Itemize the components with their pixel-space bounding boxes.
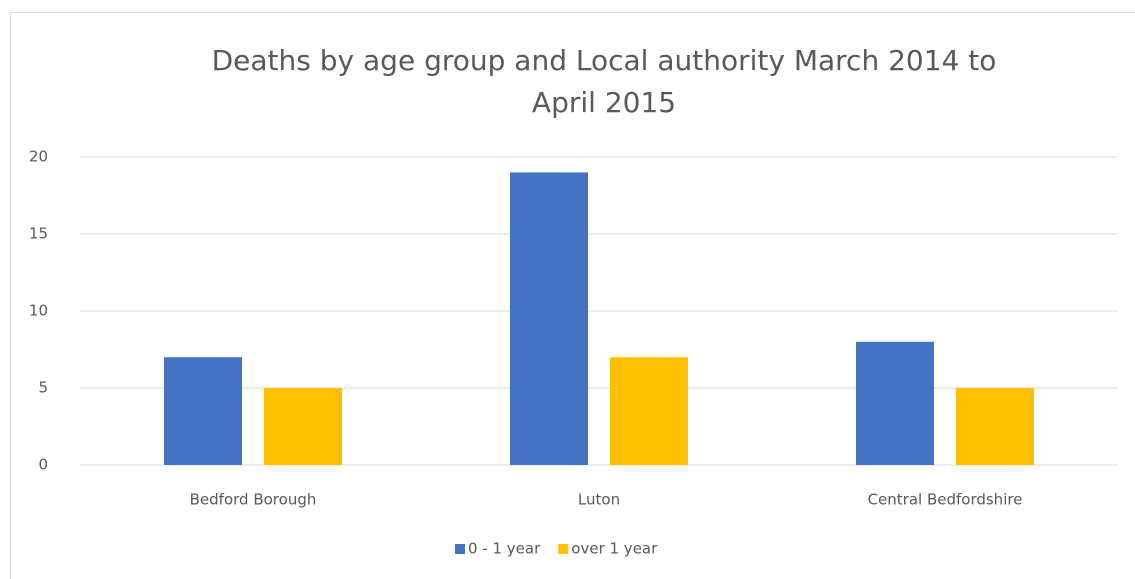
- bar: [610, 357, 688, 465]
- legend-label: over 1 year: [571, 540, 658, 558]
- y-tick-label: 10: [29, 302, 48, 320]
- bar: [264, 388, 342, 465]
- x-tick-label: Bedford Borough: [190, 491, 317, 509]
- bar: [856, 341, 934, 465]
- x-tick-label: Luton: [578, 491, 620, 509]
- y-tick-label: 0: [38, 456, 48, 474]
- bar: [510, 172, 588, 465]
- x-tick-label: Central Bedfordshire: [868, 491, 1023, 509]
- legend-label: 0 - 1 year: [468, 540, 541, 558]
- bar: [164, 357, 242, 465]
- chart-title: April 2015: [532, 86, 676, 119]
- y-tick-label: 20: [29, 148, 48, 166]
- y-tick-label: 15: [29, 225, 48, 243]
- bar: [956, 388, 1034, 465]
- legend-swatch: [455, 544, 465, 554]
- chart-title: Deaths by age group and Local authority …: [212, 44, 997, 77]
- y-tick-label: 5: [38, 379, 48, 397]
- legend-swatch: [558, 544, 569, 554]
